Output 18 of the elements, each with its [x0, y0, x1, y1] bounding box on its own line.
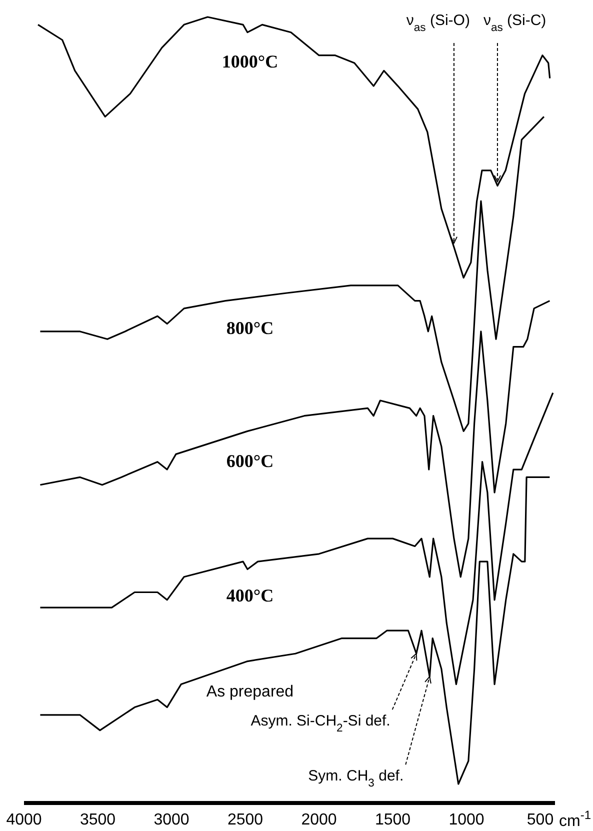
- x-tick-label: 3500: [80, 811, 116, 828]
- annotation: ν$_{as}$ (Si-O): [406, 12, 470, 34]
- x-tick-label: 1500: [374, 811, 411, 828]
- series-label: 600°C: [226, 450, 274, 471]
- x-axis-title: cm$^{-1}$: [559, 808, 592, 830]
- series-label: 1000°C: [222, 51, 278, 72]
- x-tick-label: 4000: [6, 811, 42, 828]
- annotation: ν$_{as}$ (Si-C): [483, 12, 546, 34]
- x-tick-label: 500: [526, 811, 554, 828]
- x-tick-label: 2000: [301, 811, 337, 828]
- x-tick-label: 1000: [448, 811, 484, 828]
- series-label: 800°C: [226, 318, 274, 338]
- x-tick-label: 2500: [227, 811, 264, 828]
- annotation: Asym. Si-CH$_{2}$-Si def.: [250, 712, 390, 735]
- annotation: Sym. CH$_{3}$ def.: [308, 768, 404, 790]
- series-label: As prepared: [206, 683, 294, 700]
- x-tick-label: 3000: [154, 811, 190, 828]
- series-label: 400°C: [226, 586, 274, 606]
